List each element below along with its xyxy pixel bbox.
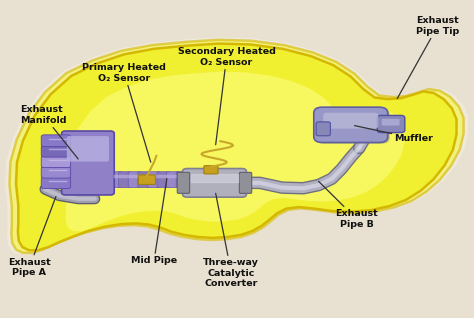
FancyBboxPatch shape [314,107,388,142]
FancyBboxPatch shape [176,172,189,188]
FancyBboxPatch shape [41,156,71,168]
FancyBboxPatch shape [109,172,121,188]
FancyBboxPatch shape [41,166,71,178]
FancyBboxPatch shape [204,166,218,174]
FancyBboxPatch shape [128,172,141,188]
FancyBboxPatch shape [382,119,400,126]
FancyBboxPatch shape [62,131,114,195]
Text: Primary Heated
O₂ Sensor: Primary Heated O₂ Sensor [82,63,166,162]
FancyBboxPatch shape [147,172,160,188]
Text: Exhaust
Manifold: Exhaust Manifold [20,105,78,159]
Text: Muffler: Muffler [355,126,433,143]
FancyBboxPatch shape [239,172,252,193]
Text: Secondary Heated
O₂ Sensor: Secondary Heated O₂ Sensor [178,47,275,145]
FancyBboxPatch shape [177,172,190,193]
Text: Three-way
Catalytic
Converter: Three-way Catalytic Converter [203,193,259,288]
Text: Exhaust
Pipe Tip: Exhaust Pipe Tip [397,16,459,99]
FancyBboxPatch shape [118,172,131,188]
FancyBboxPatch shape [316,122,330,136]
Text: Exhaust
Pipe A: Exhaust Pipe A [8,197,56,277]
FancyBboxPatch shape [138,175,155,184]
FancyBboxPatch shape [157,172,170,188]
FancyBboxPatch shape [138,172,150,188]
FancyBboxPatch shape [41,145,71,157]
FancyBboxPatch shape [41,135,71,147]
Polygon shape [64,72,405,232]
Text: Exhaust
Pipe B: Exhaust Pipe B [319,181,378,229]
FancyBboxPatch shape [316,108,390,144]
FancyBboxPatch shape [182,169,246,197]
Polygon shape [16,44,456,250]
Polygon shape [5,37,468,254]
FancyBboxPatch shape [377,115,405,133]
FancyBboxPatch shape [41,177,71,189]
FancyBboxPatch shape [323,113,378,128]
Polygon shape [9,40,464,253]
FancyBboxPatch shape [67,136,109,162]
FancyBboxPatch shape [167,172,179,188]
Text: Mid Pipe: Mid Pipe [131,179,177,265]
